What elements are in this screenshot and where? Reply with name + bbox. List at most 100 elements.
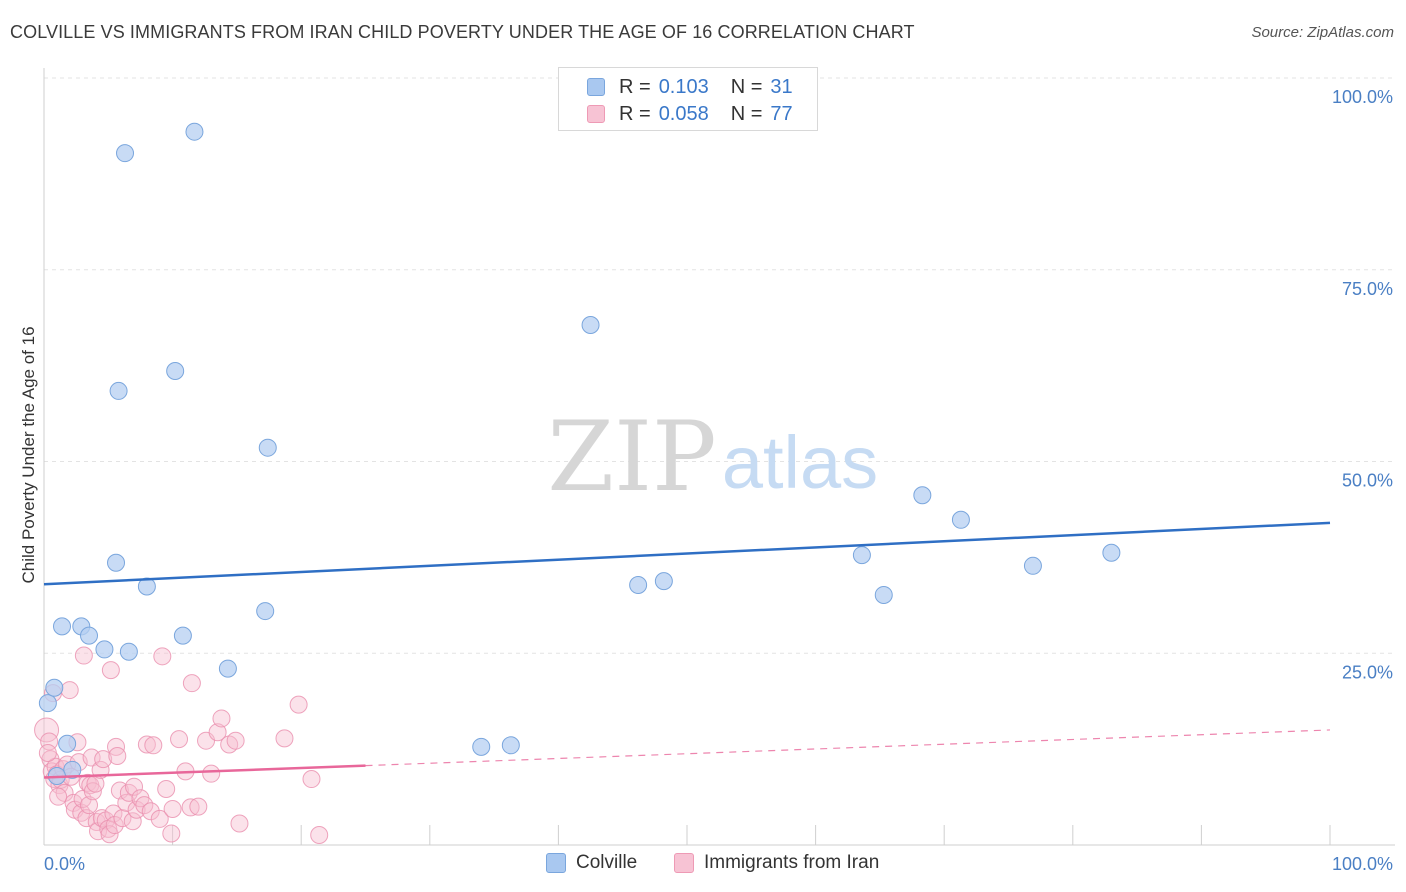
tick-labels: 100.0% 75.0% 50.0% 25.0% 0.0% 100.0% <box>44 87 1393 874</box>
colville-point <box>80 626 99 645</box>
iran-point <box>137 735 156 754</box>
iran-point <box>153 647 172 666</box>
colville-point <box>109 381 128 400</box>
iran-point <box>226 731 245 750</box>
colville-point <box>45 678 64 697</box>
iran-point <box>170 730 189 749</box>
legend: R = 0.103 N = 31 R = 0.058 N = 77 <box>558 67 818 131</box>
bottom-legend-label-colville: Colville <box>576 852 638 873</box>
bottom-legend-swatch-colville <box>546 853 566 873</box>
trend-lines <box>43 521 1331 779</box>
iran-trend-line-dashed <box>365 729 1331 767</box>
colville-point <box>501 736 520 755</box>
y-tick-label: 75.0% <box>1342 279 1393 299</box>
y-tick-label: 50.0% <box>1342 471 1393 491</box>
legend-r-label: R = <box>619 102 651 125</box>
legend-r-label: R = <box>619 75 651 98</box>
colville-point <box>1102 543 1121 562</box>
iran-point <box>182 674 201 693</box>
iran-point <box>60 681 79 700</box>
iran-point <box>72 803 91 822</box>
y-tick-label: 100.0% <box>1332 87 1393 107</box>
iran-point <box>162 824 181 843</box>
iran-point <box>125 777 144 796</box>
colville-trend-line <box>43 521 1331 586</box>
iran-trend-line-solid <box>43 764 366 779</box>
colville-point <box>137 577 156 596</box>
colville-point <box>218 659 237 678</box>
iran-point <box>101 661 120 680</box>
legend-n-value: 77 <box>770 102 793 125</box>
iran-point <box>49 787 68 806</box>
colville-point <box>166 361 185 380</box>
axes <box>43 68 1395 846</box>
colville-point <box>185 122 204 141</box>
iran-point <box>163 799 182 818</box>
legend-swatch-colville <box>587 78 605 96</box>
colville-point <box>58 734 77 753</box>
colville-point <box>913 486 932 505</box>
colville-point <box>63 760 82 779</box>
iran-point <box>302 770 321 789</box>
legend-row-colville: R = 0.103 N = 31 <box>587 75 793 99</box>
iran-point <box>82 748 101 767</box>
colville-point <box>116 144 135 163</box>
colville-point <box>852 546 871 565</box>
y-tick-label: 25.0% <box>1342 662 1393 682</box>
x-tick-label: 0.0% <box>44 854 85 874</box>
colville-points <box>38 122 1121 785</box>
iran-point <box>212 709 231 728</box>
colville-point <box>629 575 648 594</box>
iran-point <box>208 723 227 742</box>
iran-point <box>105 816 124 835</box>
legend-r-value: 0.058 <box>658 102 709 125</box>
colville-point <box>581 315 600 334</box>
iran-point <box>107 737 126 756</box>
colville-point <box>173 626 192 645</box>
chart-title: COLVILLE VS IMMIGRANTS FROM IRAN CHILD P… <box>10 22 915 42</box>
iran-point <box>202 764 221 783</box>
colville-point <box>256 602 275 621</box>
legend-swatch-iran <box>587 105 605 123</box>
colville-point <box>258 438 277 457</box>
y-axis-title: Child Poverty Under the Age of 16 <box>19 326 38 583</box>
source-label: Source: ZipAtlas.com <box>1251 24 1394 41</box>
colville-point <box>472 737 491 756</box>
colville-point <box>119 642 138 661</box>
bottom-legend-colville: Colville <box>546 852 637 874</box>
iran-point <box>144 736 163 755</box>
x-tick-label: 100.0% <box>1332 854 1393 874</box>
colville-point <box>874 585 893 604</box>
iran-point <box>123 812 142 831</box>
watermark-atlas: atlas <box>722 421 878 504</box>
iran-point <box>104 804 123 823</box>
watermark-zip: ZIP <box>547 401 716 513</box>
colville-point <box>654 572 673 591</box>
legend-row-iran: R = 0.058 N = 77 <box>587 102 793 126</box>
iran-point <box>310 826 329 845</box>
iran-point <box>157 780 176 799</box>
iran-point <box>141 802 160 821</box>
iran-point <box>38 743 57 762</box>
legend-n-value: 31 <box>770 75 793 98</box>
colville-point <box>38 694 57 713</box>
bottom-legend-swatch-iran <box>674 853 694 873</box>
iran-point <box>113 809 132 828</box>
grid <box>44 77 1395 654</box>
iran-point <box>100 825 119 844</box>
colville-point <box>53 617 72 636</box>
bottom-legend-label-iran: Immigrants from Iran <box>704 852 880 873</box>
iran-point <box>34 717 60 743</box>
iran-point <box>94 750 113 769</box>
bottom-legend-iran: Immigrants from Iran <box>674 852 879 874</box>
iran-point <box>189 797 208 816</box>
iran-point <box>275 729 294 748</box>
colville-point <box>95 640 114 659</box>
iran-point <box>40 732 59 751</box>
legend-n-label: N = <box>730 102 763 125</box>
colville-point <box>107 553 126 572</box>
legend-r-value: 0.103 <box>658 75 709 98</box>
legend-n-label: N = <box>730 75 763 98</box>
iran-point <box>181 798 200 817</box>
iran-point <box>150 809 169 828</box>
